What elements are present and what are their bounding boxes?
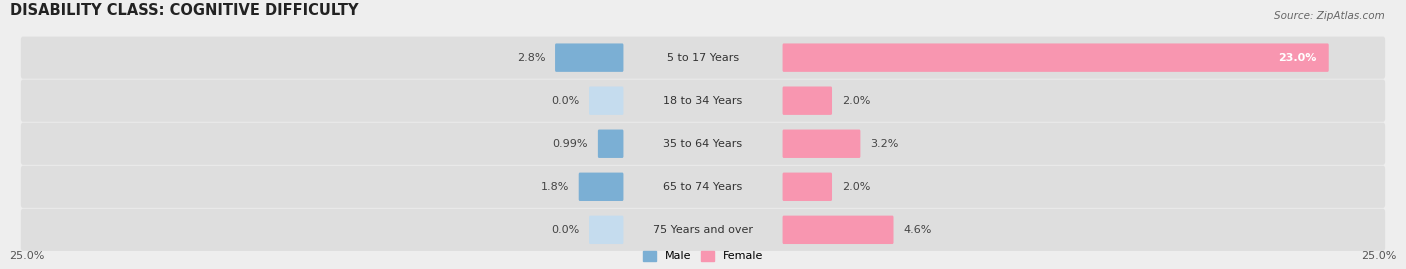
Legend: Male, Female: Male, Female bbox=[638, 246, 768, 266]
FancyBboxPatch shape bbox=[21, 209, 1385, 251]
Text: 0.0%: 0.0% bbox=[551, 96, 579, 106]
Text: Source: ZipAtlas.com: Source: ZipAtlas.com bbox=[1274, 11, 1385, 21]
Text: 4.6%: 4.6% bbox=[903, 225, 932, 235]
FancyBboxPatch shape bbox=[21, 80, 1385, 122]
Text: DISABILITY CLASS: COGNITIVE DIFFICULTY: DISABILITY CLASS: COGNITIVE DIFFICULTY bbox=[10, 3, 359, 18]
FancyBboxPatch shape bbox=[783, 130, 860, 158]
Text: 75 Years and over: 75 Years and over bbox=[652, 225, 754, 235]
FancyBboxPatch shape bbox=[21, 123, 1385, 165]
Text: 35 to 64 Years: 35 to 64 Years bbox=[664, 139, 742, 149]
Text: 25.0%: 25.0% bbox=[10, 251, 45, 261]
Text: 2.0%: 2.0% bbox=[842, 96, 870, 106]
Text: 2.0%: 2.0% bbox=[842, 182, 870, 192]
FancyBboxPatch shape bbox=[783, 216, 893, 244]
FancyBboxPatch shape bbox=[783, 87, 832, 115]
Text: 0.0%: 0.0% bbox=[551, 225, 579, 235]
Text: 18 to 34 Years: 18 to 34 Years bbox=[664, 96, 742, 106]
Text: 2.8%: 2.8% bbox=[517, 53, 546, 63]
FancyBboxPatch shape bbox=[555, 44, 623, 72]
Text: 25.0%: 25.0% bbox=[1361, 251, 1396, 261]
Text: 3.2%: 3.2% bbox=[870, 139, 898, 149]
FancyBboxPatch shape bbox=[598, 130, 623, 158]
FancyBboxPatch shape bbox=[589, 216, 623, 244]
FancyBboxPatch shape bbox=[783, 44, 1329, 72]
FancyBboxPatch shape bbox=[579, 173, 623, 201]
Text: 5 to 17 Years: 5 to 17 Years bbox=[666, 53, 740, 63]
FancyBboxPatch shape bbox=[589, 87, 623, 115]
Text: 65 to 74 Years: 65 to 74 Years bbox=[664, 182, 742, 192]
Text: 0.99%: 0.99% bbox=[553, 139, 588, 149]
FancyBboxPatch shape bbox=[21, 37, 1385, 79]
Text: 23.0%: 23.0% bbox=[1278, 53, 1317, 63]
FancyBboxPatch shape bbox=[783, 173, 832, 201]
FancyBboxPatch shape bbox=[21, 166, 1385, 208]
Text: 1.8%: 1.8% bbox=[541, 182, 569, 192]
